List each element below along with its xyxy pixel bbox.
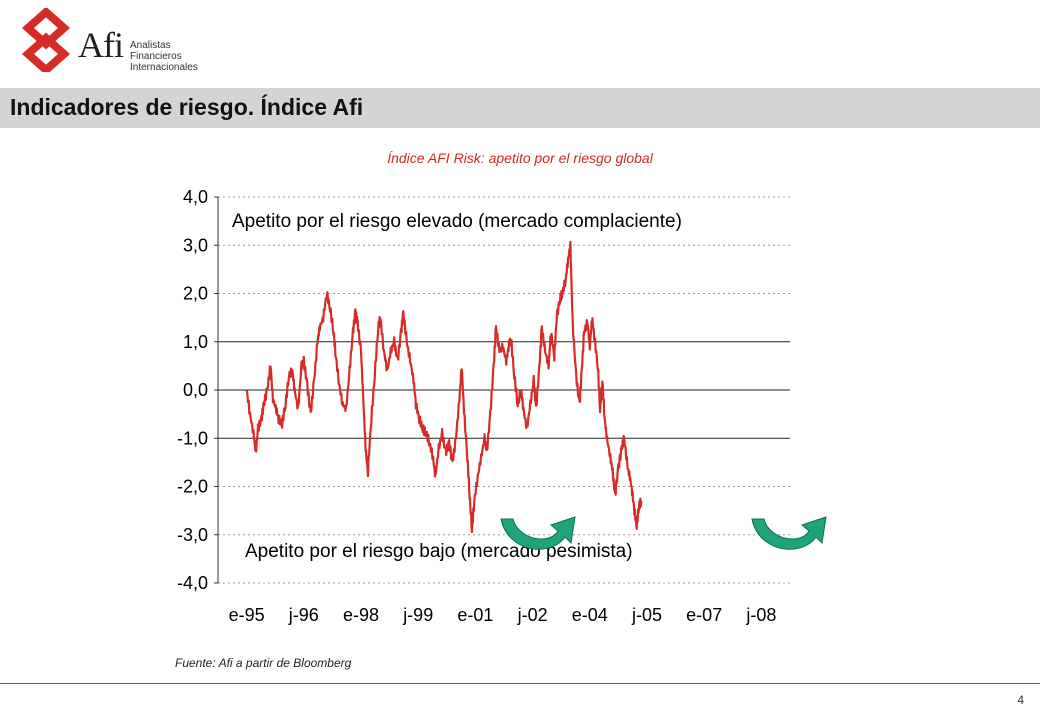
y-tick-label: -2,0 xyxy=(177,477,208,497)
rebound-arrow-2008 xyxy=(751,516,827,550)
rebound-arrow-2002 xyxy=(500,516,576,550)
y-tick-label: 1,0 xyxy=(183,332,208,352)
logo-line: Internacionales xyxy=(130,62,198,73)
curved-arrow-icon xyxy=(751,516,827,550)
annotation-low-appetite: Apetito por el riesgo bajo (mercado pesi… xyxy=(245,541,633,562)
risk-index-chart: 4,0 3,0 2,0 1,0 0,0 -1,0 -2,0 -3,0 -4,0 e-95 j-96 e… xyxy=(177,187,827,625)
y-tick-label: -1,0 xyxy=(177,428,208,448)
curved-arrow-icon xyxy=(500,516,576,550)
y-tick-label: 0,0 xyxy=(183,380,208,400)
x-tick-label: e-04 xyxy=(572,605,608,625)
x-tick-label: j-05 xyxy=(631,605,662,625)
x-tick-label: j-02 xyxy=(517,605,548,625)
x-tick-label: j-99 xyxy=(402,605,433,625)
y-tick-label: 2,0 xyxy=(183,284,208,304)
x-tick-label: e-98 xyxy=(343,605,379,625)
y-tick-label: 3,0 xyxy=(183,235,208,255)
footer-divider xyxy=(0,683,1040,684)
afi-logo: Afi Analistas Financieros Internacionale… xyxy=(20,8,220,80)
y-tick-label: 4,0 xyxy=(183,187,208,207)
risk-index-line xyxy=(245,240,643,534)
source-note: Fuente: Afi a partir de Bloomberg xyxy=(175,656,352,670)
page-number: 4 xyxy=(1017,693,1024,707)
logo-subtitle: Analistas Financieros Internacionales xyxy=(130,40,198,73)
logo-line: Financieros xyxy=(130,51,182,62)
x-tick-label: e-07 xyxy=(686,605,722,625)
x-tick-label: j-96 xyxy=(288,605,319,625)
chart-title: Índice AFI Risk: apetito por el riesgo g… xyxy=(387,150,653,166)
afi-logo-mark-icon xyxy=(21,8,71,72)
logo-line: Analistas xyxy=(130,40,171,51)
logo-brand-text: Afi xyxy=(78,25,124,65)
x-tick-label: e-95 xyxy=(229,605,265,625)
x-tick-label: e-01 xyxy=(457,605,493,625)
annotation-high-appetite: Apetito por el riesgo elevado (mercado c… xyxy=(232,211,682,232)
x-tick-label: j-08 xyxy=(745,605,776,625)
page-title: Indicadores de riesgo. Índice Afi xyxy=(10,94,364,120)
y-tick-label: -4,0 xyxy=(177,573,208,593)
y-tick-label: -3,0 xyxy=(177,525,208,545)
title-bar: Indicadores de riesgo. Índice Afi xyxy=(0,88,1040,128)
